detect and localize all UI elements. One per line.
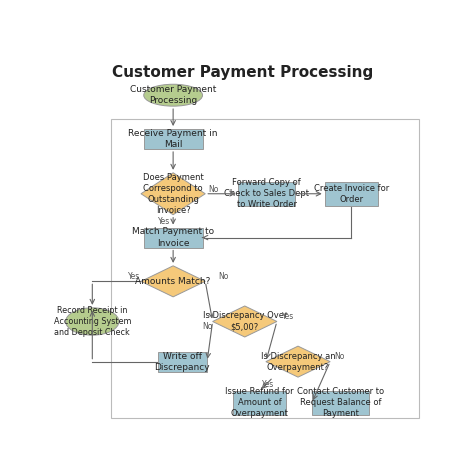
Polygon shape (266, 346, 330, 377)
Text: No: No (208, 184, 219, 193)
FancyBboxPatch shape (325, 182, 378, 206)
FancyBboxPatch shape (157, 352, 207, 372)
FancyBboxPatch shape (238, 182, 295, 206)
FancyBboxPatch shape (144, 228, 202, 247)
Text: Amounts Match?: Amounts Match? (136, 277, 211, 286)
Ellipse shape (144, 84, 202, 106)
Text: Yes: Yes (158, 217, 170, 226)
Text: No: No (219, 272, 229, 281)
Text: Is Discrepancy an
Overpayment?: Is Discrepancy an Overpayment? (261, 352, 335, 372)
Text: Write off
Discrepancy: Write off Discrepancy (155, 352, 210, 372)
Polygon shape (141, 173, 205, 215)
Text: Contact Customer to
Request Balance of
Payment: Contact Customer to Request Balance of P… (297, 387, 384, 419)
Text: No: No (202, 322, 212, 331)
Text: Issue Refund for
Amount of
Overpayment: Issue Refund for Amount of Overpayment (225, 387, 294, 419)
Ellipse shape (66, 308, 119, 335)
Text: Is Discrepancy Over
$5,00?: Is Discrepancy Over $5,00? (202, 311, 287, 331)
Text: Create Invoice for
Order: Create Invoice for Order (314, 184, 389, 204)
Text: Record Receipt in
Accounting System
and Deposit Check: Record Receipt in Accounting System and … (54, 306, 131, 337)
Text: Does Payment
Correspond to
Outstanding
Invoice?: Does Payment Correspond to Outstanding I… (143, 173, 203, 215)
Text: Customer Payment Processing: Customer Payment Processing (112, 65, 374, 80)
Text: Match Payment to
Invoice: Match Payment to Invoice (132, 228, 214, 247)
Text: Yes: Yes (128, 272, 140, 281)
FancyBboxPatch shape (144, 129, 202, 149)
Polygon shape (213, 306, 277, 337)
Text: No: No (334, 352, 345, 361)
Text: Customer Payment
Processing: Customer Payment Processing (130, 85, 216, 105)
FancyBboxPatch shape (312, 391, 369, 415)
Polygon shape (141, 266, 205, 297)
FancyBboxPatch shape (233, 391, 286, 415)
Text: Forward Copy of
Check to Sales Dept
to Write Order: Forward Copy of Check to Sales Dept to W… (224, 178, 310, 210)
Text: Yes: Yes (262, 380, 274, 389)
Text: Yes: Yes (282, 312, 294, 321)
Text: Receive Payment in
Mail: Receive Payment in Mail (128, 129, 218, 149)
